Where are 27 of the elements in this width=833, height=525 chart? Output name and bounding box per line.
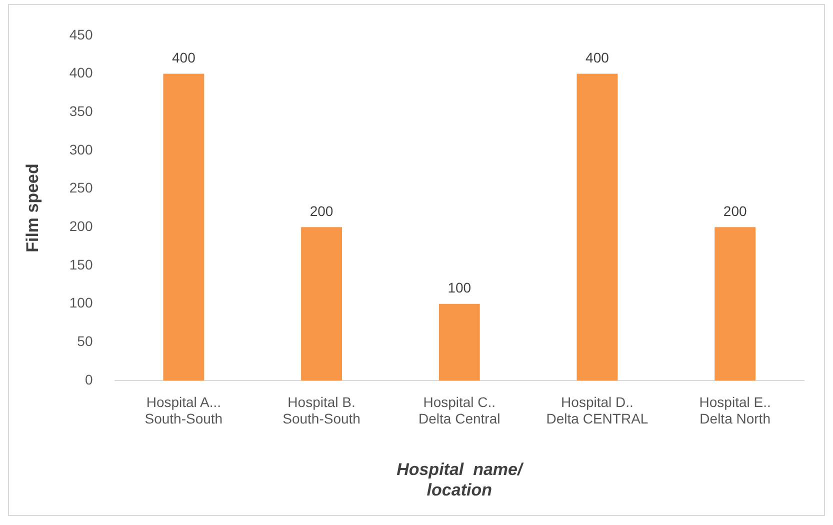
x-tick-label: Hospital C.. Delta Central (418, 394, 500, 427)
bar (163, 74, 204, 381)
data-label: 400 (586, 50, 610, 66)
data-label: 200 (310, 203, 334, 220)
y-tick-label: 400 (69, 64, 93, 81)
y-tick-label: 50 (77, 333, 93, 350)
y-tick-label: 100 (69, 294, 93, 311)
data-label: 200 (723, 203, 747, 220)
y-tick-label: 150 (69, 256, 93, 272)
bar (438, 304, 480, 381)
x-tick-label: Hospital D.. Delta CENTRAL (546, 394, 648, 427)
x-axis-title: Hospital name/ location (396, 460, 524, 500)
data-label: 100 (448, 280, 472, 296)
bar (301, 227, 342, 381)
y-tick-label: 350 (69, 102, 93, 119)
bar (714, 227, 756, 381)
y-tick-label: 450 (69, 26, 93, 42)
y-axis-title: Film speed (22, 164, 42, 252)
bar (576, 74, 618, 381)
y-tick-label: 300 (69, 141, 93, 158)
y-tick-label: 200 (69, 218, 93, 234)
x-tick-label: Hospital A... South-South (144, 394, 223, 427)
x-tick-label: Hospital E.. Delta North (699, 394, 771, 427)
y-tick-label: 0 (84, 371, 93, 388)
data-label: 400 (172, 50, 196, 66)
x-tick-label: Hospital B. South-South (282, 394, 360, 427)
y-tick-label: 250 (69, 180, 93, 196)
